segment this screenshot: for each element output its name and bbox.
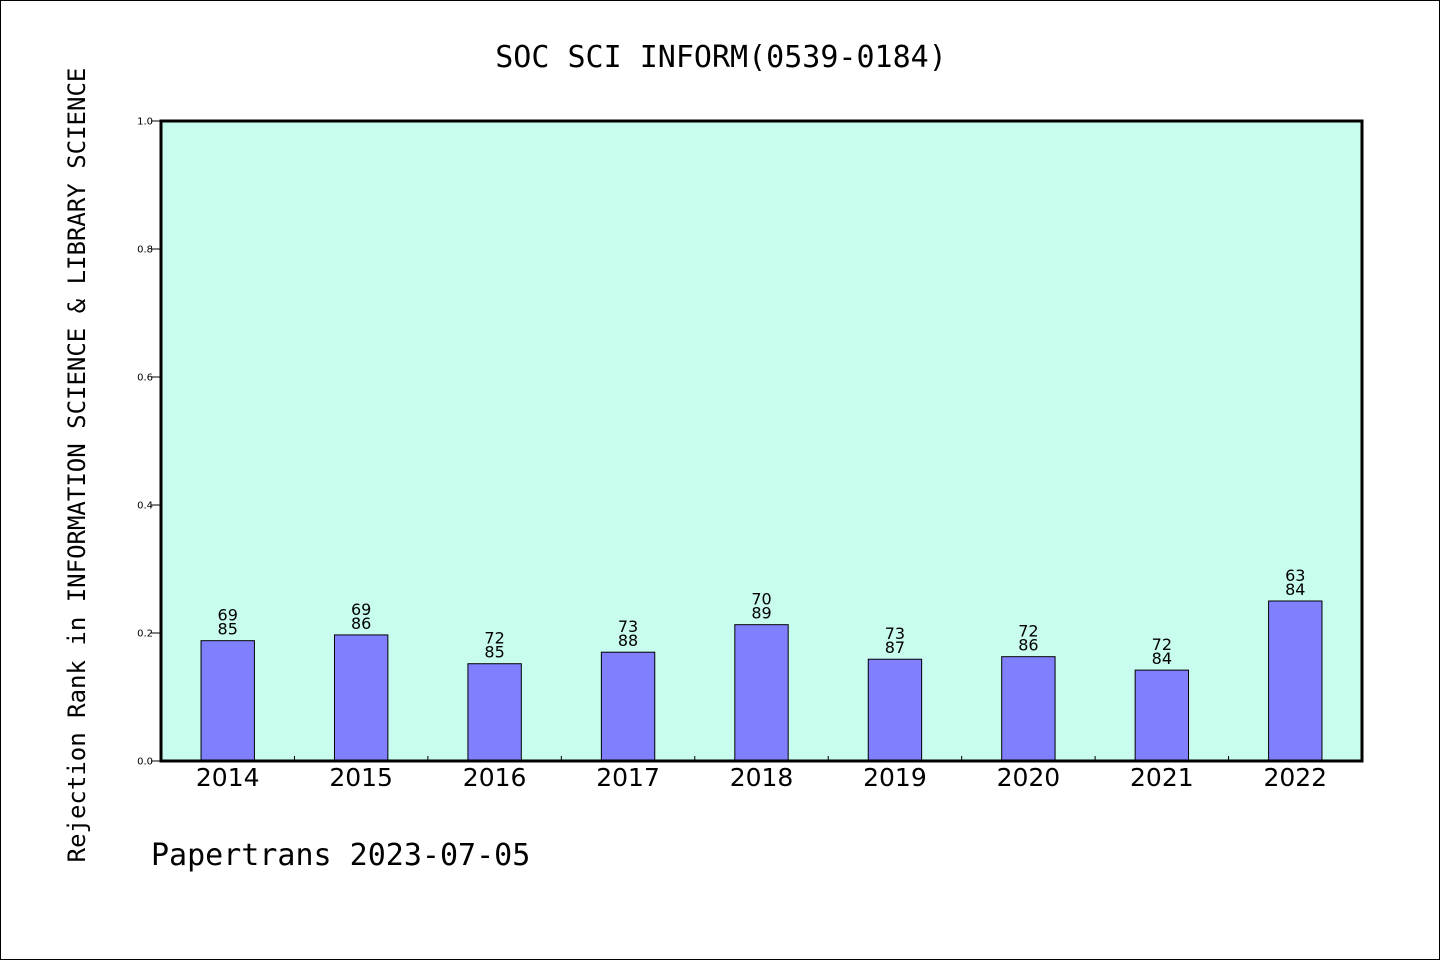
x-axis: 2014 2015 2016 2017 2018 2019 2020 2021 2022 (196, 756, 1327, 792)
bar-label-top: 70 (751, 590, 771, 609)
bar (1001, 656, 1056, 762)
bar-label-bottom: 87 (885, 638, 905, 657)
x-tick-label: 2018 (730, 763, 794, 792)
bar (600, 651, 656, 762)
y-tick-label: 0.8 (137, 245, 153, 256)
bar-label-bottom: 86 (1018, 636, 1038, 655)
bar-label-bottom: 85 (484, 643, 504, 662)
x-tick-label: 2015 (329, 763, 393, 792)
bar (467, 663, 522, 762)
bar-label-bottom: 86 (351, 614, 371, 633)
x-tick-label: 2021 (1130, 763, 1194, 792)
bar-label-top: 63 (1285, 566, 1305, 585)
bar-label-bottom: 88 (618, 631, 638, 650)
bar-label-bottom: 89 (751, 604, 771, 623)
chart-title: SOC SCI INFORM(0539-0184) (495, 40, 947, 75)
y-tick-label: 0.2 (137, 629, 153, 640)
x-tick-label: 2020 (997, 763, 1061, 792)
bar (1134, 669, 1190, 762)
bar-label-top: 72 (1152, 635, 1172, 654)
bar-label-top: 73 (885, 624, 905, 643)
bar (333, 634, 389, 762)
bar-label-top: 73 (618, 617, 638, 636)
bar-label-bottom: 85 (218, 620, 238, 639)
bar (734, 624, 789, 762)
y-tick-label: 0.0 (137, 757, 153, 768)
x-tick-label: 2014 (196, 763, 260, 792)
y-axis-label: Rejection Rank in INFORMATION SCIENCE & … (63, 68, 91, 863)
bar (867, 658, 923, 762)
bar-label-top: 69 (218, 606, 238, 625)
x-tick-label: 2016 (463, 763, 527, 792)
bar-label-bottom: 84 (1285, 580, 1305, 599)
x-tick-label: 2017 (596, 763, 660, 792)
bar (1268, 600, 1323, 762)
y-tick-label: 1.0 (137, 117, 153, 128)
bar-label-top: 69 (351, 600, 371, 619)
y-axis: 0.0 0.2 0.4 0.6 0.8 1.0 (137, 117, 161, 768)
bar-label-top: 72 (1018, 622, 1038, 641)
bar (200, 640, 255, 762)
bar-label-bottom: 84 (1152, 649, 1172, 668)
x-tick-label: 2022 (1263, 763, 1327, 792)
x-tick-label: 2019 (863, 763, 927, 792)
footer-credit: Papertrans 2023-07-05 (151, 838, 530, 873)
bar-label-top: 72 (484, 629, 504, 648)
y-tick-label: 0.4 (137, 501, 153, 512)
y-tick-label: 0.6 (137, 373, 153, 384)
plot-border (159, 119, 1364, 763)
